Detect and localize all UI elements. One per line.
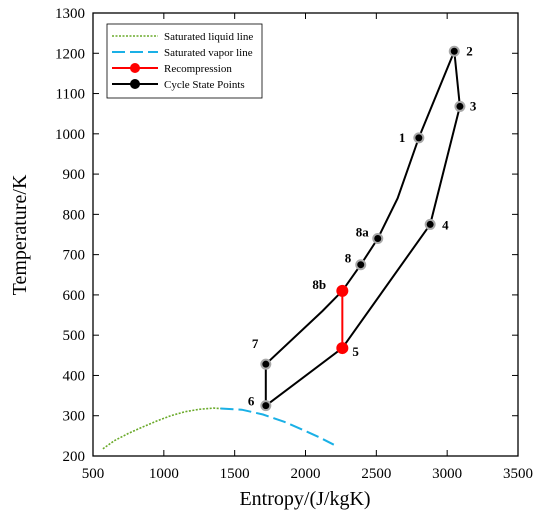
state-point-label-2: 2	[466, 43, 473, 58]
state-point-marker-1	[413, 132, 425, 144]
state-point-marker-8	[355, 259, 367, 271]
state-point-label-7: 7	[252, 336, 259, 351]
legend-label-recompression: Recompression	[164, 63, 232, 75]
legend: Saturated liquid line Saturated vapor li…	[106, 23, 263, 99]
state-point-label-8b: 8b	[312, 277, 326, 292]
state-point-marker-5	[336, 342, 349, 355]
state-point-label-5: 5	[352, 344, 359, 359]
legend-label-saturated-vapor: Saturated vapor line	[164, 47, 253, 59]
y-tick-label: 1200	[55, 46, 85, 62]
y-tick-label: 1000	[55, 127, 85, 143]
state-point-markers	[260, 45, 466, 412]
saturated-liquid-line	[102, 407, 221, 450]
y-tick-label: 200	[63, 449, 86, 465]
y-tick-label: 300	[63, 409, 86, 425]
y-tick-label: 700	[63, 248, 86, 264]
legend-marker-cycle	[130, 79, 140, 89]
state-point-label-8: 8	[345, 251, 352, 266]
state-point-label-8a: 8a	[356, 225, 370, 240]
state-point-marker-8b	[336, 284, 349, 297]
x-axis-title: Entropy/(J/kgK)	[239, 488, 370, 510]
state-point-label-3: 3	[470, 98, 477, 113]
legend-label-cycle: Cycle State Points	[164, 79, 245, 91]
x-axis-ticks: 500 1000 1500 2000 2500 3000 3500	[82, 13, 533, 482]
x-tick-label: 1000	[149, 466, 179, 482]
y-axis-title: Temperature/K	[9, 174, 31, 295]
y-tick-label: 900	[63, 167, 86, 183]
state-point-marker-2	[448, 45, 460, 57]
x-tick-label: 3500	[503, 466, 533, 482]
state-point-label-1: 1	[399, 130, 406, 145]
state-point-marker-3	[454, 100, 466, 112]
y-tick-label: 1100	[56, 87, 85, 103]
state-point-marker-8a	[372, 233, 384, 245]
x-tick-label: 3000	[432, 466, 462, 482]
legend-marker-recompression	[130, 63, 140, 73]
y-axis-ticks: 200 300 400 500 600 700 800 900 1000 1100 1200 1300	[55, 6, 518, 465]
x-tick-label: 500	[82, 466, 105, 482]
state-point-label-6: 6	[248, 394, 255, 409]
y-tick-label: 1300	[55, 6, 85, 22]
y-tick-label: 800	[63, 207, 86, 223]
state-point-marker-4	[424, 218, 436, 230]
x-tick-label: 2500	[361, 466, 391, 482]
y-tick-label: 400	[63, 368, 86, 384]
state-point-labels: 1 2 3 4 5 6 7 8 8a 8b	[248, 43, 477, 408]
legend-label-saturated-liquid: Saturated liquid line	[164, 31, 253, 43]
y-tick-label: 600	[63, 288, 86, 304]
x-tick-label: 1500	[220, 466, 250, 482]
state-point-label-4: 4	[442, 217, 449, 232]
saturated-vapor-line	[220, 407, 335, 446]
state-point-marker-6	[260, 400, 272, 412]
y-tick-label: 500	[63, 328, 86, 344]
x-tick-label: 2000	[291, 466, 321, 482]
state-point-marker-7	[260, 358, 272, 370]
